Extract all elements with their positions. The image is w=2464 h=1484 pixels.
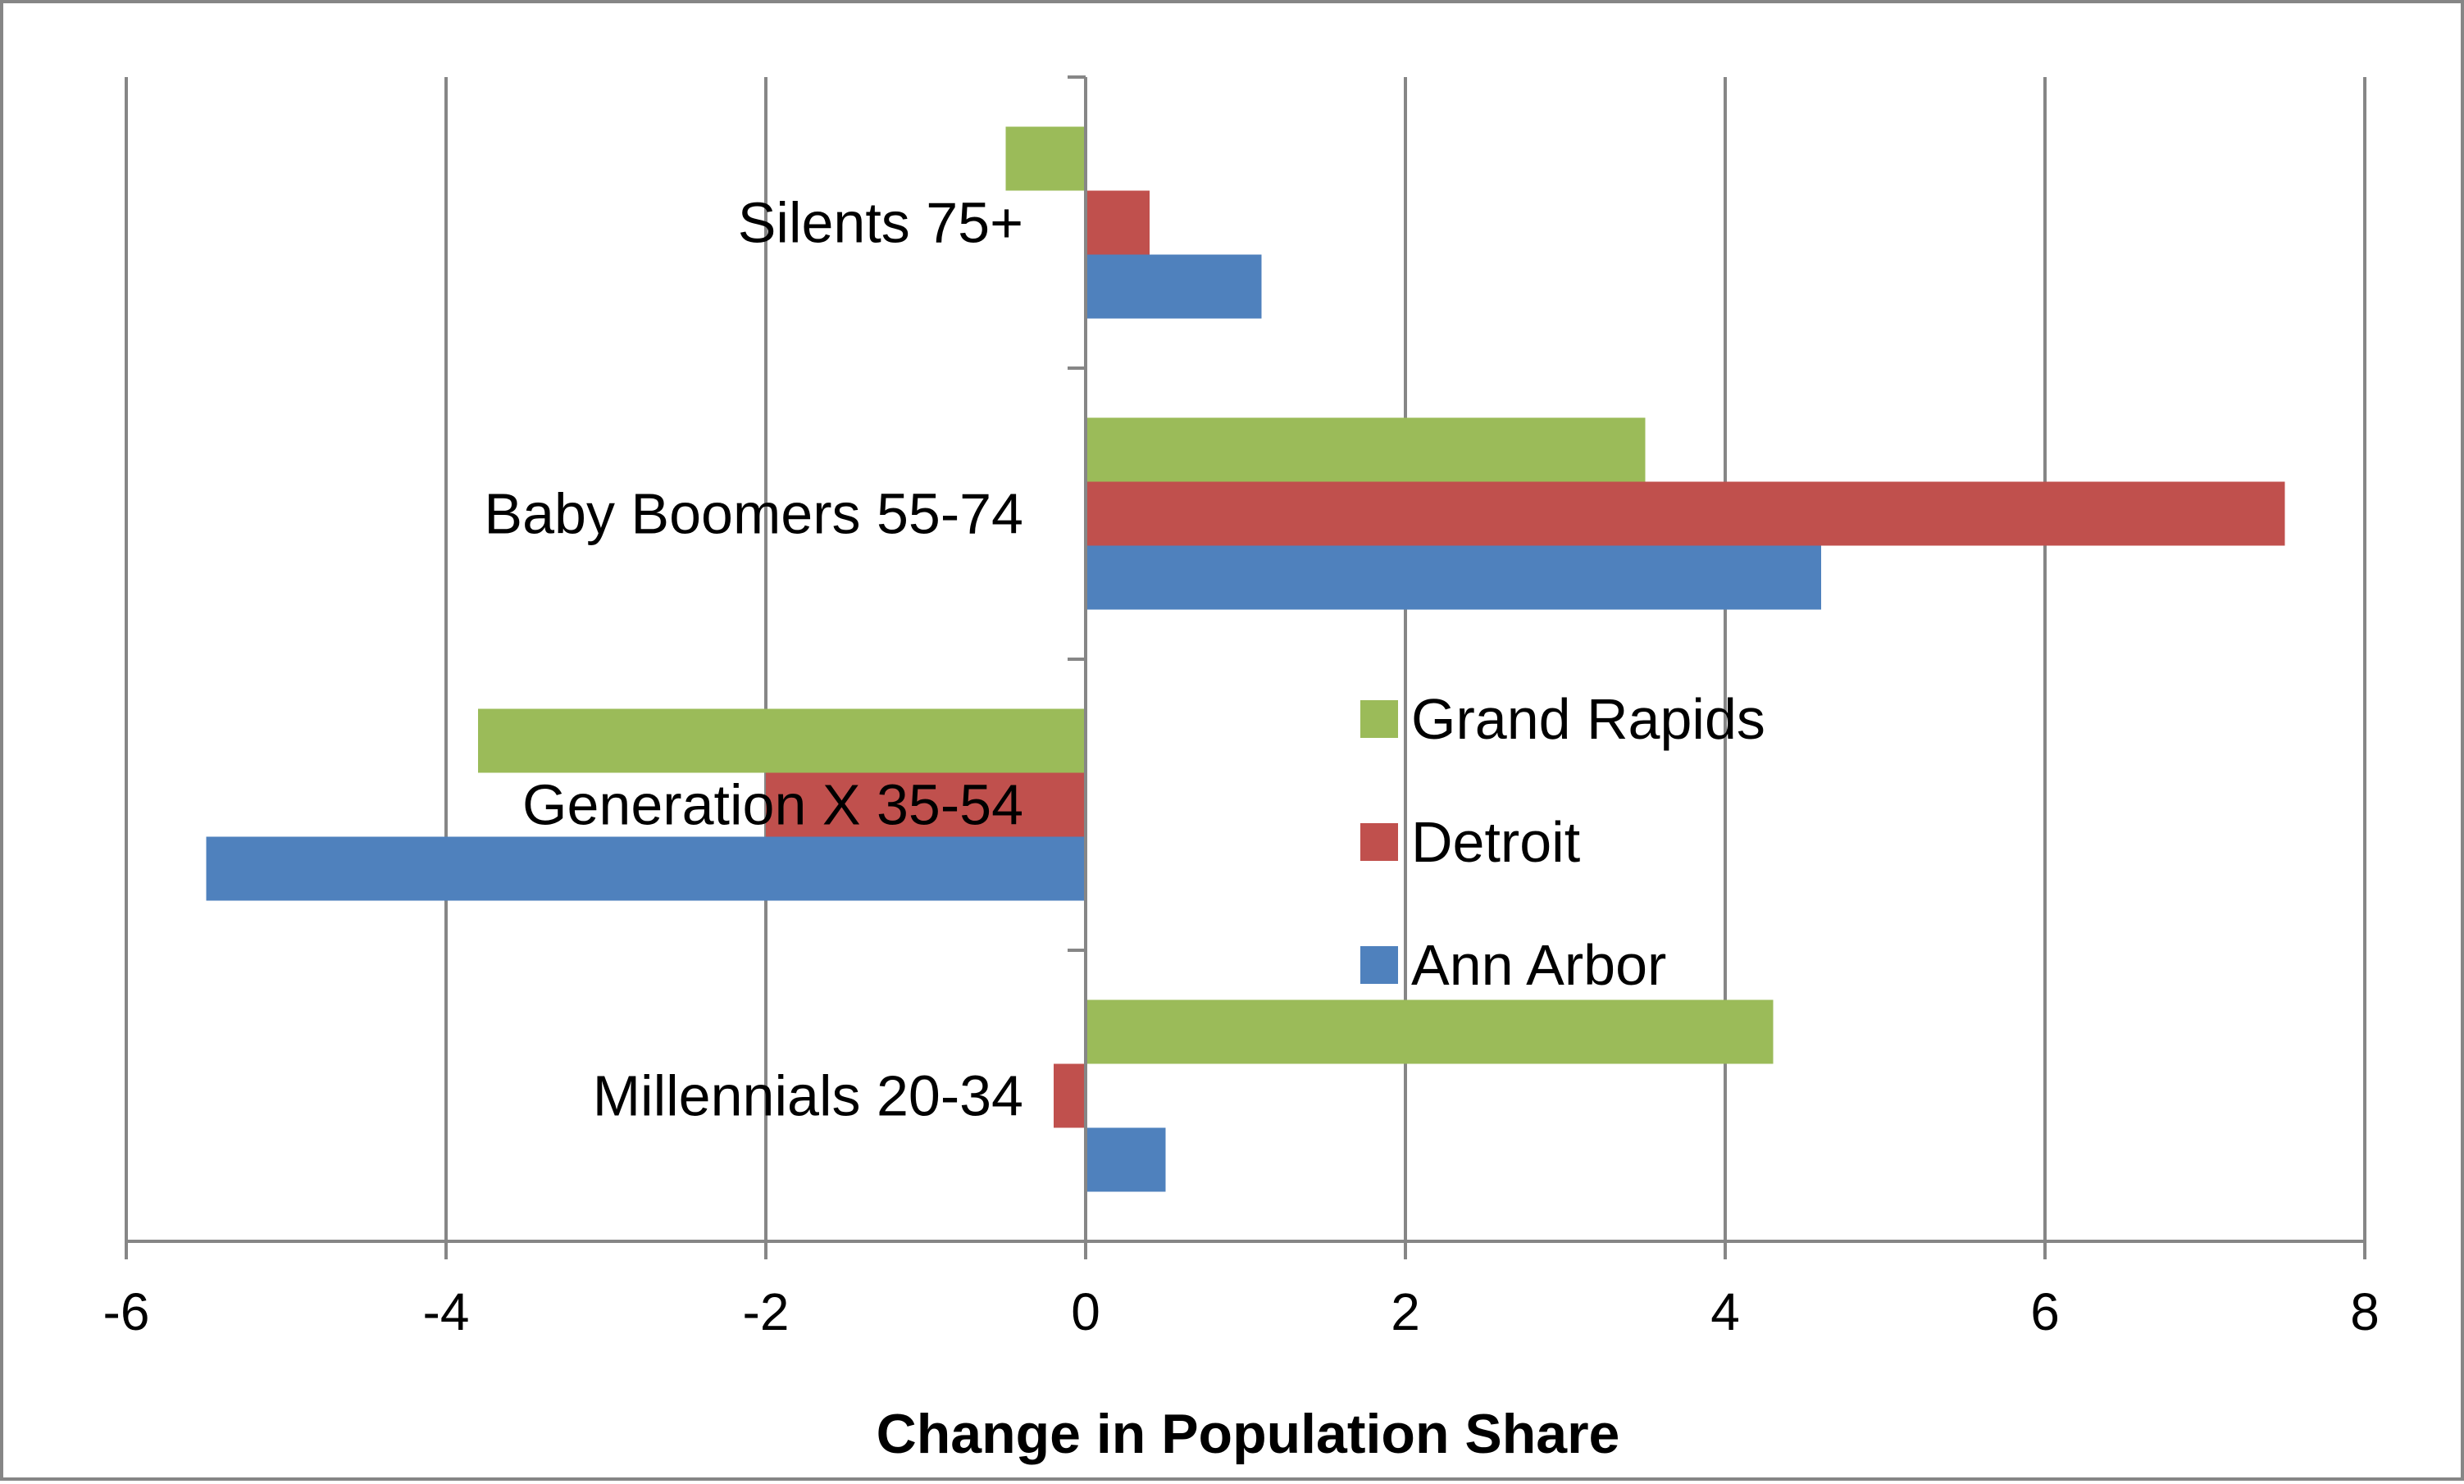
x-tick-label-6: 6	[2030, 1282, 2060, 1341]
category-label-3: Millennials 20-34	[593, 1064, 1023, 1128]
x-tick-label-5: 4	[1710, 1282, 1740, 1341]
legend-swatch-ann-arbor	[1360, 946, 1398, 984]
category-label-2: Generation X 35-54	[522, 773, 1023, 837]
legend-label-grand-rapids: Grand Rapids	[1411, 687, 1765, 751]
legend: Grand Rapids Detroit Ann Arbor	[1360, 687, 1765, 997]
bar-detroit-3	[1054, 1063, 1086, 1128]
labels: -6 -4 -2 0 2 4 6 8 Silents 75+ Baby Boomers 55-74…	[103, 191, 2380, 1342]
x-tick-label-7: 8	[2350, 1282, 2380, 1341]
axes	[125, 75, 2366, 1259]
bar-grand-rapids-1	[1086, 417, 1646, 482]
x-tick-label-2: -2	[743, 1282, 790, 1341]
category-label-0: Silents 75+	[738, 191, 1023, 255]
bar-grand-rapids-2	[478, 708, 1086, 773]
bar-ann-arbor-0	[1086, 254, 1262, 319]
x-axis-title: Change in Population Share	[877, 1403, 1620, 1465]
legend-swatch-detroit	[1360, 823, 1398, 861]
bar-grand-rapids-3	[1086, 999, 1774, 1064]
x-tick-label-1: -4	[423, 1282, 470, 1341]
x-tick-label-3: 0	[1071, 1282, 1100, 1341]
bar-grand-rapids-0	[1005, 126, 1086, 191]
x-tick-label-0: -6	[103, 1282, 150, 1341]
legend-label-ann-arbor: Ann Arbor	[1411, 933, 1666, 997]
bar-ann-arbor-1	[1086, 545, 1821, 610]
legend-swatch-grand-rapids	[1360, 700, 1398, 738]
bar-ann-arbor-2	[206, 836, 1086, 901]
bar-chart: -6 -4 -2 0 2 4 6 8 Silents 75+ Baby Boomers 55-74…	[103, 75, 2380, 1465]
bar-detroit-1	[1086, 481, 2285, 546]
category-label-1: Baby Boomers 55-74	[484, 482, 1023, 546]
legend-label-detroit: Detroit	[1411, 810, 1580, 874]
bar-detroit-0	[1086, 190, 1150, 255]
grid-lines	[125, 77, 2366, 1241]
x-tick-label-4: 2	[1391, 1282, 1420, 1341]
bar-detroit-2	[766, 772, 1086, 837]
bar-ann-arbor-3	[1086, 1127, 1166, 1192]
bars	[206, 126, 2285, 1192]
